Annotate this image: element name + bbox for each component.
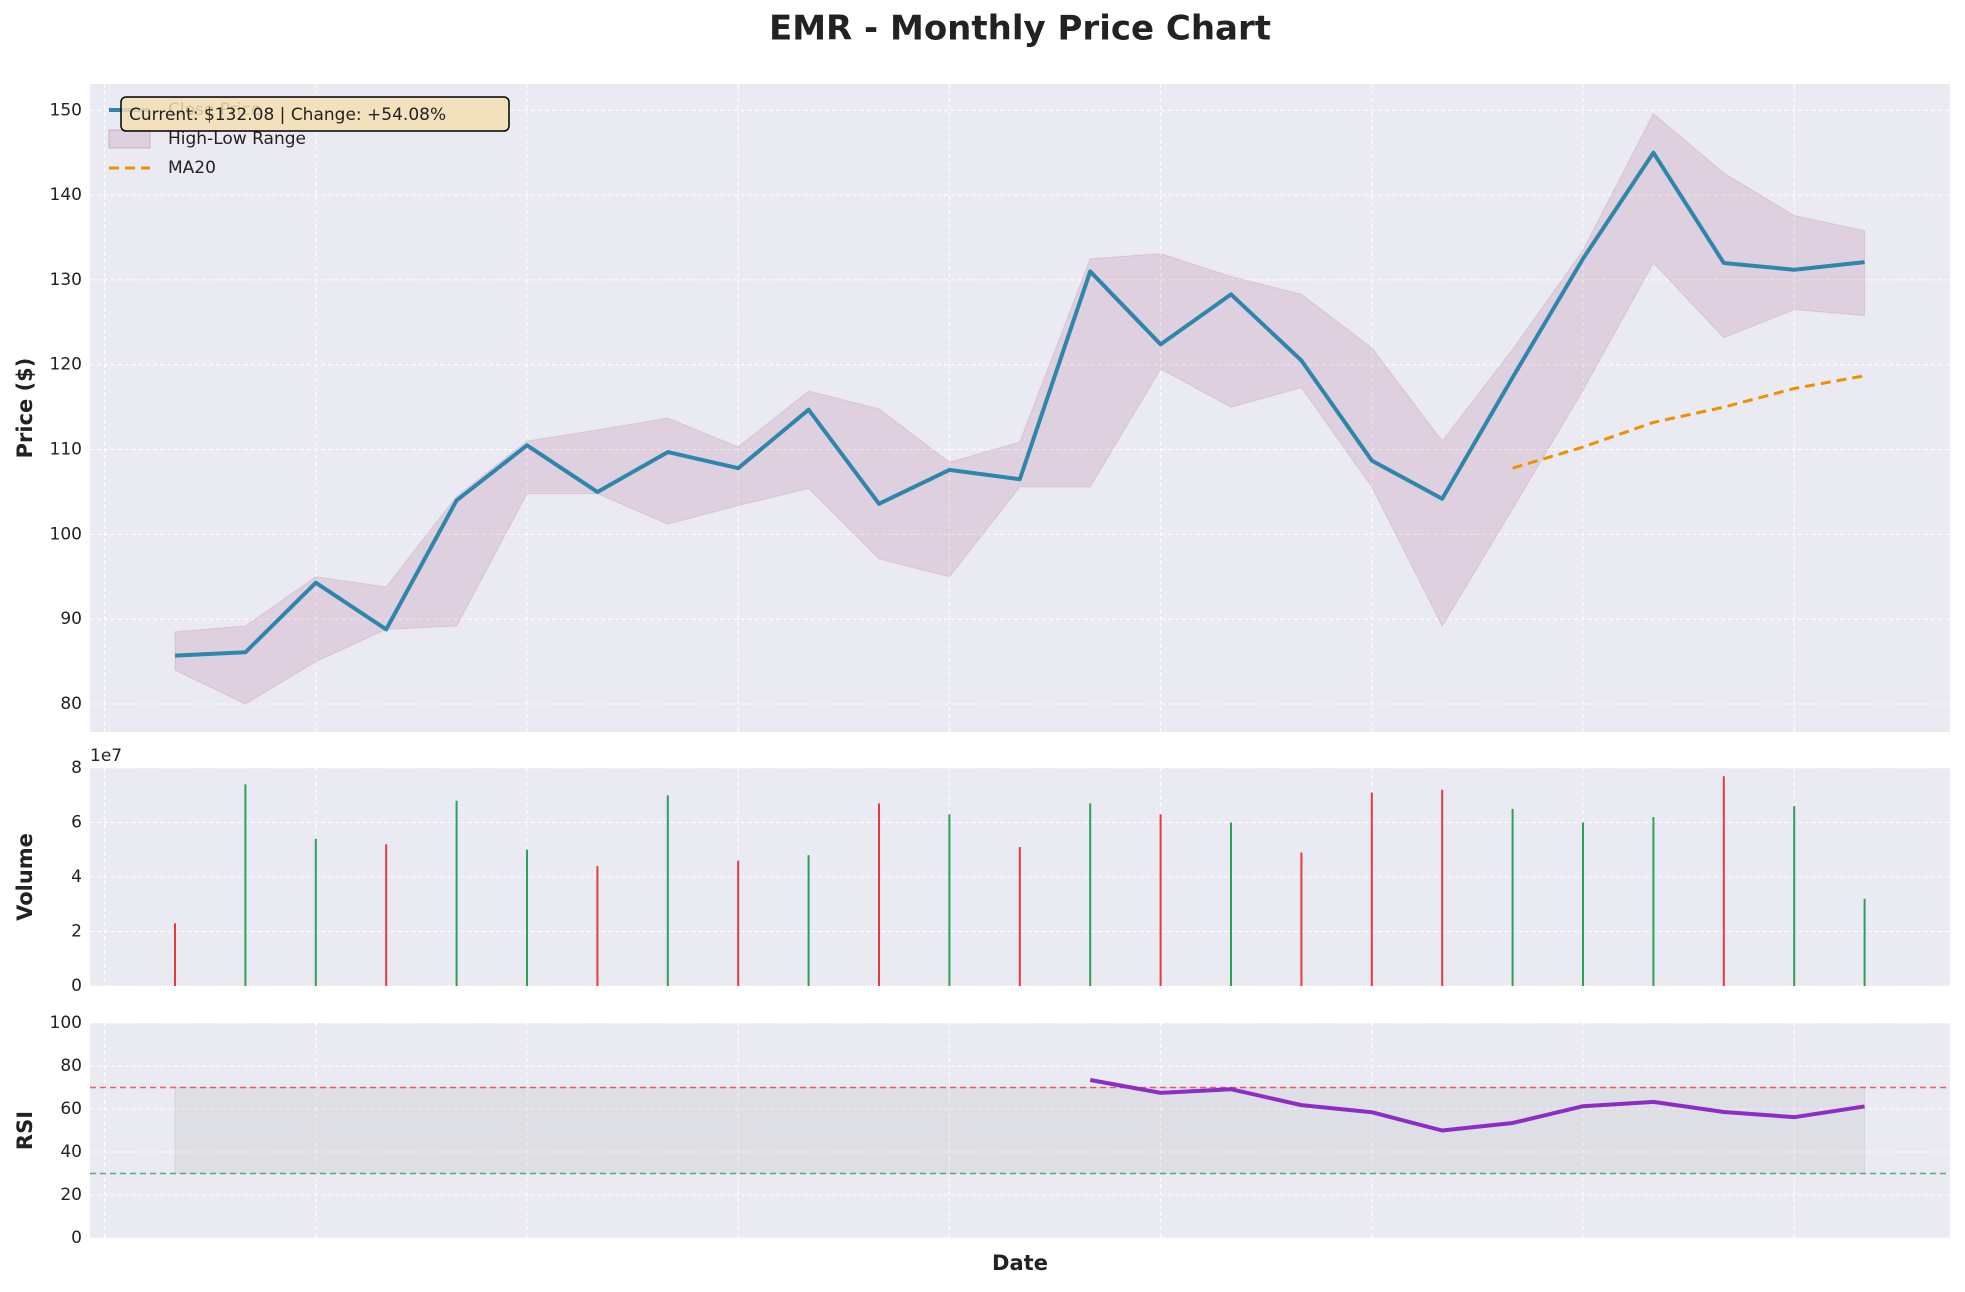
y-tick-label: 100	[50, 1013, 82, 1033]
volume-bar	[1722, 776, 1725, 986]
volume-bar	[1300, 852, 1303, 986]
legend-label: MA20	[168, 158, 216, 178]
y-tick-label: 120	[50, 355, 82, 375]
offset-label: 1e7	[90, 746, 122, 766]
volume-bar	[666, 795, 669, 986]
y-tick-label: 4	[71, 867, 82, 887]
volume-bar	[1582, 822, 1584, 986]
volume-bar	[244, 784, 247, 986]
volume-bar	[878, 803, 880, 986]
volume-bar	[526, 849, 528, 986]
volume-bar	[1652, 817, 1655, 986]
volume-bar	[385, 844, 388, 986]
y-axis-label: Price ($)	[13, 358, 37, 459]
y-tick-label: 40	[60, 1142, 82, 1162]
volume-bar	[807, 855, 810, 986]
annotation-box	[120, 96, 510, 132]
volume-bar	[596, 866, 599, 986]
y-tick-label: 130	[50, 270, 82, 290]
volume-bar	[455, 800, 458, 986]
y-tick-label: 80	[60, 1056, 82, 1076]
y-tick-label: 6	[71, 813, 82, 833]
x-axis-label: Date	[992, 1251, 1048, 1275]
y-tick-label: 0	[71, 1228, 82, 1248]
volume-bar	[174, 923, 176, 986]
y-tick-label: 90	[60, 609, 82, 629]
volume-bar	[1441, 789, 1444, 986]
series-line	[1512, 374, 1865, 470]
y-tick-label: 140	[50, 185, 82, 205]
y-tick-label: 0	[71, 976, 82, 996]
rsi-band	[174, 1087, 1866, 1174]
volume-bar	[1089, 803, 1092, 986]
y-tick-label: 100	[50, 524, 82, 544]
volume-bar	[1511, 808, 1514, 986]
legend-swatch	[108, 129, 151, 149]
volume-bar	[1793, 806, 1796, 986]
series-line	[1089, 1078, 1865, 1133]
chart-title: EMR - Monthly Price Chart	[769, 9, 1271, 49]
volume-bar	[1863, 898, 1866, 986]
series-line	[174, 150, 1865, 658]
volume-bar	[948, 814, 951, 986]
high-low-range	[174, 112, 1866, 705]
y-tick-label: 110	[50, 440, 82, 460]
plot-area	[90, 84, 1950, 732]
volume-bar	[1230, 822, 1232, 986]
plot-area	[90, 1023, 1950, 1238]
volume-bar	[1159, 814, 1162, 986]
y-tick-label: 20	[60, 1185, 82, 1205]
y-tick-label: 60	[60, 1099, 82, 1119]
legend-label: High-Low Range	[168, 129, 306, 149]
volume-bar	[1370, 792, 1373, 986]
y-tick-label: 8	[71, 758, 82, 778]
y-tick-label: 150	[50, 100, 82, 120]
y-axis-label: Volume	[13, 833, 37, 921]
y-tick-label: 2	[71, 922, 82, 942]
volume-bar	[314, 838, 317, 986]
volume-bar	[737, 860, 740, 986]
volume-bar	[1018, 847, 1021, 986]
y-tick-label: 80	[60, 694, 82, 714]
annotation: Current: $132.08 | Change: +54.08%	[129, 105, 446, 125]
y-axis-label: RSI	[13, 1111, 37, 1150]
